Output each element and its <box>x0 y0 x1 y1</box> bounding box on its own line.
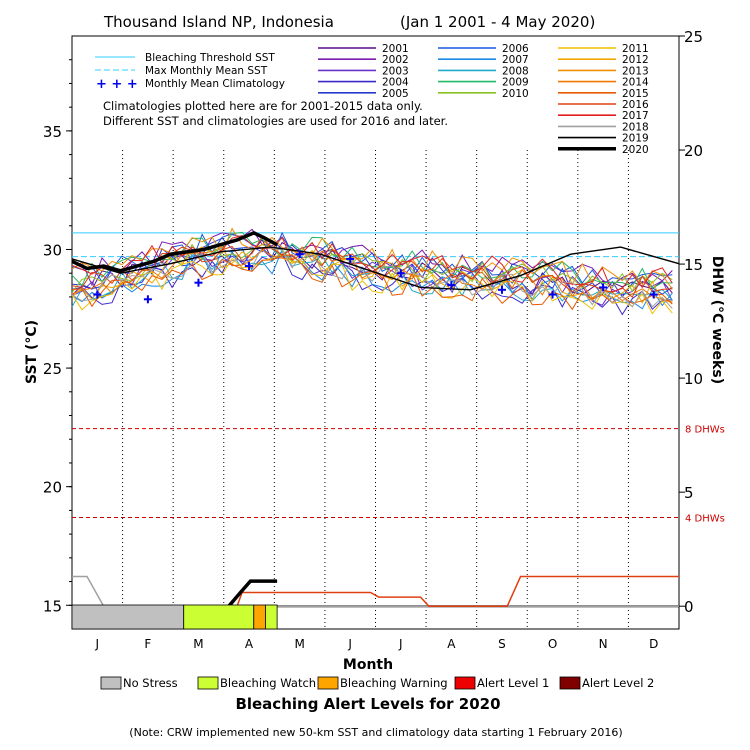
y-left-tick-label: 30 <box>43 241 62 259</box>
month-tick-label: M <box>193 637 203 651</box>
climatology-note-line1: Climatologies plotted here are for 2001-… <box>103 99 423 113</box>
year-legend-label: 2020 <box>622 144 649 156</box>
sst-line-2014 <box>71 245 673 304</box>
climatology-point <box>295 250 304 259</box>
year-legend-label: 2011 <box>622 43 649 55</box>
year-legend-label: 2005 <box>382 88 409 100</box>
month-tick-label: A <box>245 637 254 651</box>
climatology-point <box>649 290 658 299</box>
dhw-reference-label: 8 DHWs <box>685 425 725 436</box>
dhw-line-2020 <box>227 579 278 608</box>
alert-legend-label: Bleaching Watch <box>220 676 316 690</box>
climatology-point <box>599 283 608 292</box>
alert-bar-segment <box>71 604 185 630</box>
sst-line-2005 <box>71 237 673 298</box>
year-legend-label: 2006 <box>502 43 529 55</box>
year-legend-label: 2010 <box>502 88 529 100</box>
x-axis-label: Month <box>343 657 393 673</box>
month-tick-label: M <box>294 637 304 651</box>
alert-legend-swatch <box>559 676 581 690</box>
alert-legend-label: Alert Level 2 <box>582 676 654 690</box>
year-legend-label: 2007 <box>502 54 529 66</box>
alert-legend-swatch <box>317 676 339 690</box>
month-tick-label: J <box>347 637 352 651</box>
climatology-point <box>447 281 456 290</box>
y-right-tick-label: 15 <box>684 256 703 274</box>
data-note: (Note: CRW implemented new 50-km SST and… <box>129 726 622 739</box>
year-legend-label: 2012 <box>622 54 649 66</box>
chart-title-location: Thousand Island NP, Indonesia <box>103 13 334 31</box>
legend-climatology-swatch: + + + <box>96 77 138 92</box>
alert-bar-segment <box>265 604 278 630</box>
month-tick-label: J <box>95 637 100 651</box>
year-legend-label: 2016 <box>622 99 649 111</box>
month-tick-label: A <box>447 637 456 651</box>
sst-line-2020 <box>71 230 278 273</box>
month-tick-label: S <box>498 637 506 651</box>
year-legend-label: 2014 <box>622 77 649 89</box>
year-legend-label: 2015 <box>622 88 649 100</box>
climatology-point <box>194 278 203 287</box>
climatology-point <box>346 254 355 263</box>
y-left-tick-label: 15 <box>43 597 62 615</box>
alert-legend-label: Bleaching Warning <box>340 676 448 690</box>
legend-climatology-label: Monthly Mean Climatology <box>145 78 285 90</box>
alert-levels-title: Bleaching Alert Levels for 2020 <box>235 695 500 713</box>
year-legend-label: 2008 <box>502 65 529 77</box>
climatology-point <box>245 262 254 271</box>
y-right-tick-label: 25 <box>684 28 703 46</box>
y-axis-right-label: DHW (°C weeks) <box>709 256 725 384</box>
legend-threshold-label: Bleaching Threshold SST <box>145 52 275 64</box>
alert-legend-label: Alert Level 1 <box>477 676 549 690</box>
plot-area: J F M A M J J A S O N D 15 20 25 30 35 0 5 10 15 20 25 8 DHWs 4 … <box>43 28 725 651</box>
month-tick-label: N <box>599 637 608 651</box>
chart-title-daterange: (Jan 1 2001 - 4 May 2020) <box>400 13 595 31</box>
alert-bar-segment <box>183 604 255 630</box>
year-legend-label: 2019 <box>622 133 649 145</box>
y-right-tick-label: 0 <box>684 598 694 616</box>
plot-frame <box>71 35 680 630</box>
alert-legend-swatch <box>454 676 476 690</box>
y-axis-left-label: SST (°C) <box>24 320 40 384</box>
dhw-reference-label: 4 DHWs <box>685 514 725 525</box>
climatology-point <box>93 290 102 299</box>
y-right-tick-label: 20 <box>684 142 703 160</box>
y-left-tick-label: 25 <box>43 360 62 378</box>
y-right-tick-label: 5 <box>684 484 694 502</box>
alert-legend: No Stress Bleaching Watch Bleaching Warnin… <box>100 676 654 690</box>
y-left-tick-label: 35 <box>43 123 62 141</box>
sst-line-2018 <box>71 247 673 309</box>
year-legend-label: 2013 <box>622 65 649 77</box>
year-legend-label: 2017 <box>622 110 649 122</box>
alert-legend-label: No Stress <box>123 676 178 690</box>
climatology-point <box>396 269 405 278</box>
climatology-point <box>548 290 557 299</box>
y-right-tick-label: 10 <box>684 370 703 388</box>
year-legend-label: 2009 <box>502 77 529 89</box>
month-tick-label: O <box>548 637 557 651</box>
alert-legend-swatch <box>100 676 122 690</box>
dhw-line-2019 <box>72 575 679 607</box>
sst-line-2019 <box>71 246 680 291</box>
year-legend-label: 2004 <box>382 77 409 89</box>
month-tick-label: D <box>649 637 658 651</box>
sst-line-2011 <box>71 253 673 315</box>
sst-line-2010 <box>71 243 673 293</box>
year-legend-label: 2018 <box>622 121 649 133</box>
month-tick-label: J <box>398 637 403 651</box>
climatology-point <box>143 295 152 304</box>
year-legend-label: 2002 <box>382 54 409 66</box>
alert-bar-segment <box>253 604 266 630</box>
year-legend-label: 2003 <box>382 65 409 77</box>
dhw-line-2016 <box>72 575 679 607</box>
y-left-tick-label: 20 <box>43 479 62 497</box>
month-tick-label: F <box>144 637 151 651</box>
year-legend-label: 2001 <box>382 43 409 55</box>
climatology-point <box>497 285 506 294</box>
alert-legend-swatch <box>197 676 219 690</box>
climatology-note-line2: Different SST and climatologies are used… <box>103 114 448 128</box>
legend-mmm-label: Max Monthly Mean SST <box>145 65 268 77</box>
